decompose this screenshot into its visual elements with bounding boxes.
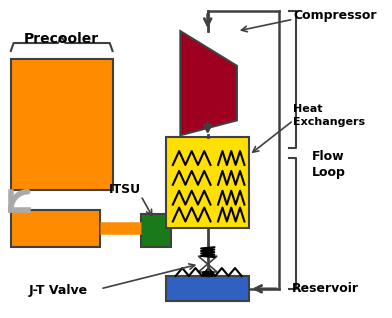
Polygon shape xyxy=(198,256,217,264)
Bar xyxy=(141,213,171,247)
Text: Heat
Exchangers: Heat Exchangers xyxy=(294,104,366,127)
Bar xyxy=(11,59,113,190)
Text: Reservoir: Reservoir xyxy=(292,282,359,295)
Bar xyxy=(11,210,100,247)
Polygon shape xyxy=(180,31,237,135)
Text: Precooler: Precooler xyxy=(24,32,99,46)
Text: Flow
Loop: Flow Loop xyxy=(312,150,346,179)
Polygon shape xyxy=(198,264,217,272)
Text: ITSU: ITSU xyxy=(109,183,141,196)
Text: Compressor: Compressor xyxy=(294,9,377,22)
Bar xyxy=(166,276,249,301)
Bar xyxy=(166,137,249,228)
Text: J-T Valve: J-T Valve xyxy=(28,284,87,297)
